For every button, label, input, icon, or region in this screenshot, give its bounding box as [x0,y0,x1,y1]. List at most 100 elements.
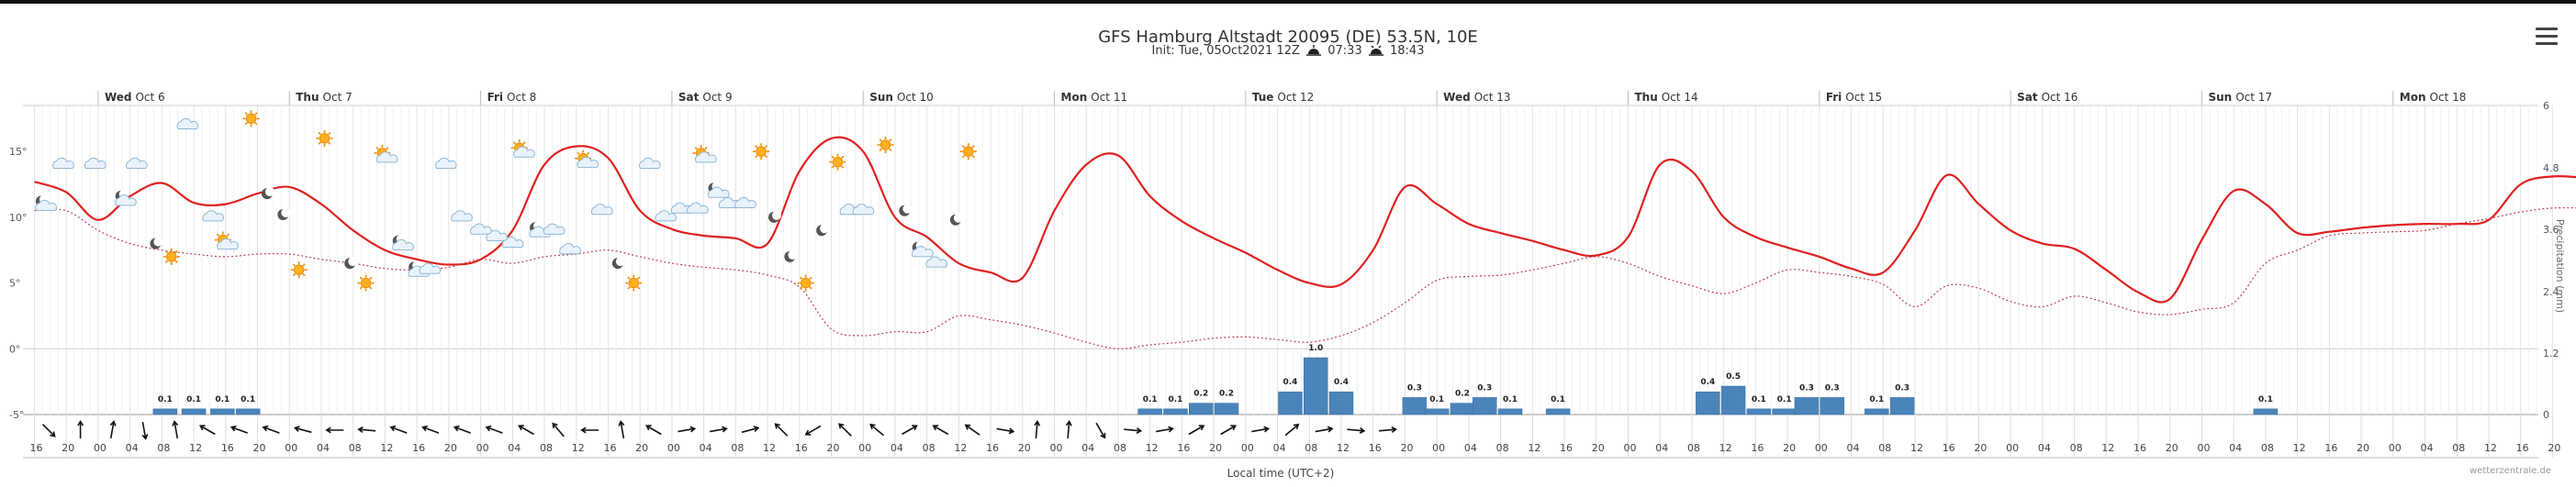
moon-cutout [348,257,358,267]
cloud-icon [852,204,875,216]
day-date: Oct 13 [1474,91,1511,104]
wind-head [1230,425,1238,431]
day-name: Tue [1252,91,1274,104]
hour-tick-label: 04 [700,442,712,454]
wind-shaft [678,427,695,433]
cloud-icon [202,210,224,222]
wind-head [964,424,971,430]
sun-ray [359,276,363,280]
moon-cloud-icon [392,234,414,251]
wind-shaft [838,424,852,437]
sun-ray [292,263,296,267]
day-name: Thu [1635,91,1658,104]
right-axis-tick: 3.6 [2543,224,2559,236]
sun-disc [801,277,812,289]
cloud-shape [115,194,137,206]
wind-shaft [870,424,885,437]
sun-ray [577,151,580,155]
sun-cloud-icon [374,144,398,163]
wind-head [912,425,918,431]
wind-shaft [141,421,147,439]
sunrise-icon [1306,45,1322,56]
sun-ray [764,145,768,149]
page-title: GFS Hamburg Altstadt 20095 (DE) 53.5N, 1… [1098,28,1478,47]
precip-bar [1163,408,1188,415]
day-name: Thu [296,91,319,104]
right-axis-tick: 4.8 [2543,162,2559,174]
precip-bar [1328,391,1354,415]
day-label: Sat Oct 9 [678,91,733,104]
precip-bar-label: 0.3 [1825,383,1840,393]
sun-ray [889,138,892,142]
hour-tick-label: 20 [1974,442,1987,454]
sun-ray [831,165,834,169]
left-axis-tick: 5° [9,278,21,290]
cloud-icon [52,157,74,170]
sun-ray [799,276,803,280]
wind-arrow [774,423,789,437]
wind-head [50,431,56,437]
day-label: Tue Oct 12 [1252,91,1314,104]
wind-shaft [231,426,248,434]
precip-bar-label: 0.1 [158,395,173,404]
day-date: Oct 12 [1277,91,1314,104]
hour-tick-label: 20 [1592,442,1605,454]
hour-ticks: 16 20 00 04 08 12 16 20 00 04 08 12 16 20 00 04 08 12 16 20… [30,442,2561,454]
wind-head [1327,426,1334,433]
cloud-icon [486,229,508,241]
day-date: Oct 14 [1662,91,1698,104]
sun-ray [328,141,331,145]
wind-head [1136,427,1143,434]
day-name: Wed [105,91,132,104]
sun-ray [174,260,178,263]
cloud-shape [695,151,717,163]
sun-disc [166,251,177,262]
wind-arrow [996,427,1015,435]
hour-tick-label: 00 [1241,442,1254,454]
wind-shaft [996,427,1014,433]
wind-arrow [421,425,440,434]
day-name: Mon [2400,91,2426,104]
wind-shaft [41,424,55,437]
sun-icon [625,274,643,292]
hour-tick-label: 12 [954,442,967,454]
day-name: Mon [1061,91,1088,104]
sun-ray [755,145,758,149]
day-label: Sun Oct 17 [2208,91,2272,104]
hamburger-menu-icon[interactable] [2536,28,2558,46]
wind-arrow [902,425,918,436]
cloud-icon [434,157,457,170]
dew-point-line [34,206,2576,349]
wind-shaft [1124,428,1141,432]
precip-bar [1746,408,1772,415]
sun-ray [831,155,834,159]
hour-tick-label: 00 [1050,442,1063,454]
cloud-icon [655,210,678,222]
sun-disc [245,113,257,125]
precip-bar [1278,391,1303,415]
hour-tick-label: 12 [2101,442,2114,454]
wind-shaft [109,421,115,439]
sun-ray [244,112,248,116]
precip-bar-label: 0.1 [1168,395,1182,404]
moon-cutout [281,208,291,218]
precip-bar-label: 1.0 [1308,344,1323,353]
precip-bar [1424,408,1450,415]
wind-arrow [1156,426,1174,433]
wind-arrow [1034,420,1041,439]
precip-bar [1720,385,1746,415]
sun-ray [961,145,966,149]
wind-arrow [580,426,599,434]
hour-tick-label: 08 [2261,442,2274,454]
day-name: Sun [2208,91,2232,104]
cloud-icon [734,196,756,209]
hour-tick-label: 04 [1464,442,1477,454]
moon-cutout [788,249,798,260]
moon-icon [816,224,830,237]
sun-ray [386,146,389,150]
sun-ray [292,272,296,277]
precip-bar-label: 0.4 [1334,378,1349,387]
sunset-time: 18:43 [1390,44,1425,58]
sun-icon [877,137,894,154]
hour-tick-label: 04 [317,442,330,454]
